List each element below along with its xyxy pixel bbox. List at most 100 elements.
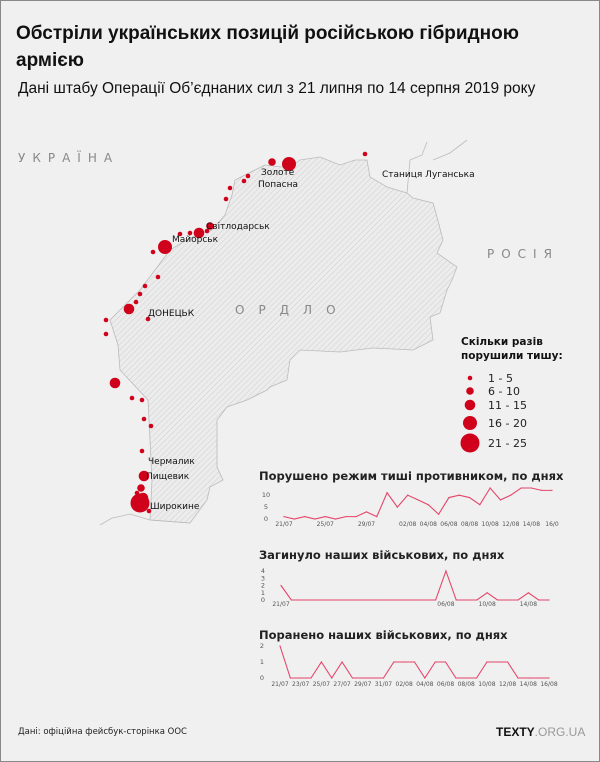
- data-point: [403, 661, 405, 663]
- data-point: [301, 599, 303, 601]
- data-point: [417, 499, 419, 501]
- y-tick-label: 4: [261, 567, 265, 575]
- data-point: [434, 661, 436, 663]
- data-point: [279, 645, 281, 647]
- shelling-dot: [130, 493, 150, 513]
- data-point: [530, 487, 532, 489]
- data-point: [352, 599, 354, 601]
- data-point: [351, 677, 354, 679]
- data-point: [541, 489, 543, 491]
- data-point: [331, 677, 333, 679]
- data-point: [510, 494, 512, 496]
- y-tick-label: 3: [261, 574, 265, 582]
- data-point: [304, 516, 306, 518]
- data-point: [362, 677, 364, 679]
- data-point: [548, 599, 550, 601]
- y-tick-label: 5: [264, 503, 268, 511]
- legend-dot: [467, 375, 473, 381]
- series-line: [280, 569, 549, 601]
- x-tick-label: 02/08: [399, 521, 416, 528]
- legend-title: порушили тишу:: [461, 350, 563, 362]
- data-point: [427, 504, 429, 506]
- russia-border: [432, 139, 468, 161]
- data-point: [527, 677, 529, 679]
- x-tick-label: 12/08: [499, 681, 516, 688]
- chart-title: Порушено режим тиші противником, по днях: [259, 469, 564, 483]
- x-tick-label: 02/08: [396, 681, 413, 688]
- legend-label: 1 - 5: [488, 372, 513, 385]
- shelling-dot: [146, 508, 152, 514]
- shelling-dots: [103, 151, 368, 514]
- shelling-dot: [138, 470, 150, 482]
- x-tick-label: 14/08: [520, 681, 537, 688]
- data-point: [393, 599, 395, 601]
- legend: Скільки разів порушили тишу: 1 - 56 - 10…: [460, 336, 563, 453]
- data-point: [341, 661, 343, 663]
- city-label-shyrokyne: Широкине: [150, 502, 200, 512]
- data-point: [290, 599, 292, 601]
- data-point: [527, 592, 529, 594]
- x-tick-label: 29/07: [358, 521, 375, 528]
- y-tick-label: 2: [261, 582, 265, 590]
- shelling-dot: [362, 151, 368, 157]
- data-point: [476, 599, 478, 601]
- data-point: [386, 492, 388, 494]
- data-point: [355, 516, 357, 518]
- shelling-dot: [204, 228, 210, 234]
- city-label-mayorsk: Майорськ: [172, 235, 219, 245]
- x-tick-label: 23/07: [292, 681, 309, 688]
- x-tick-label: 16/0: [545, 521, 559, 528]
- legend-dot: [463, 416, 477, 430]
- page-title: Обстріли українських позицій російською …: [16, 23, 519, 71]
- data-point: [548, 677, 550, 679]
- brand-logo[interactable]: TEXTY.ORG.UA: [496, 725, 585, 739]
- shelling-dot: [268, 158, 276, 166]
- shelling-dot: [103, 331, 109, 337]
- data-point: [372, 677, 374, 679]
- chart-title: Загинуло наших військових, по днях: [259, 548, 505, 562]
- ordlo-area: [109, 156, 458, 524]
- data-point: [435, 599, 437, 601]
- data-point: [517, 677, 519, 679]
- y-tick-label: 0: [261, 596, 265, 604]
- data-point: [331, 599, 334, 601]
- data-point: [383, 599, 385, 601]
- shelling-dot: [187, 230, 193, 236]
- data-point: [407, 494, 409, 496]
- data-point: [538, 677, 540, 679]
- data-point: [424, 677, 426, 679]
- data-point: [310, 677, 312, 679]
- x-tick-label: 10/08: [478, 681, 495, 688]
- region-label-ukraine: УКРАЇНА: [18, 150, 119, 165]
- data-point: [376, 516, 378, 518]
- x-tick-label: 10/08: [482, 521, 499, 528]
- data-point: [496, 661, 498, 663]
- shelling-dot: [177, 231, 183, 237]
- data-point: [365, 511, 368, 513]
- shelling-dot: [141, 416, 147, 422]
- data-point: [520, 487, 522, 489]
- x-tick-label: 06/08: [437, 601, 454, 608]
- x-tick-label: 16/08: [540, 681, 557, 688]
- city-label-chermalyk: Чермалик: [148, 457, 195, 467]
- data-point: [489, 487, 491, 489]
- legend-dot: [466, 387, 474, 395]
- x-tick-label: 06/08: [437, 681, 454, 688]
- data-point: [396, 506, 398, 508]
- data-point: [496, 599, 499, 601]
- y-tick-label: 1: [261, 589, 265, 597]
- data-point: [324, 516, 326, 518]
- data-point: [382, 677, 385, 679]
- data-source: Дані: офіційна фейсбук-сторінка ООС: [18, 727, 187, 737]
- brand-bold: TEXTY: [496, 725, 535, 739]
- legend-dot: [460, 433, 480, 453]
- data-point: [280, 584, 282, 587]
- x-tick-label: 06/08: [440, 521, 457, 528]
- line-chart-3: Поранено наших військових, по днях 0 1 2 21/…: [259, 628, 558, 688]
- shelling-dot: [129, 395, 135, 401]
- data-point: [448, 496, 450, 499]
- x-tick-label: 08/08: [458, 681, 475, 688]
- x-tick-label: 21/07: [272, 601, 289, 608]
- data-point: [538, 599, 540, 601]
